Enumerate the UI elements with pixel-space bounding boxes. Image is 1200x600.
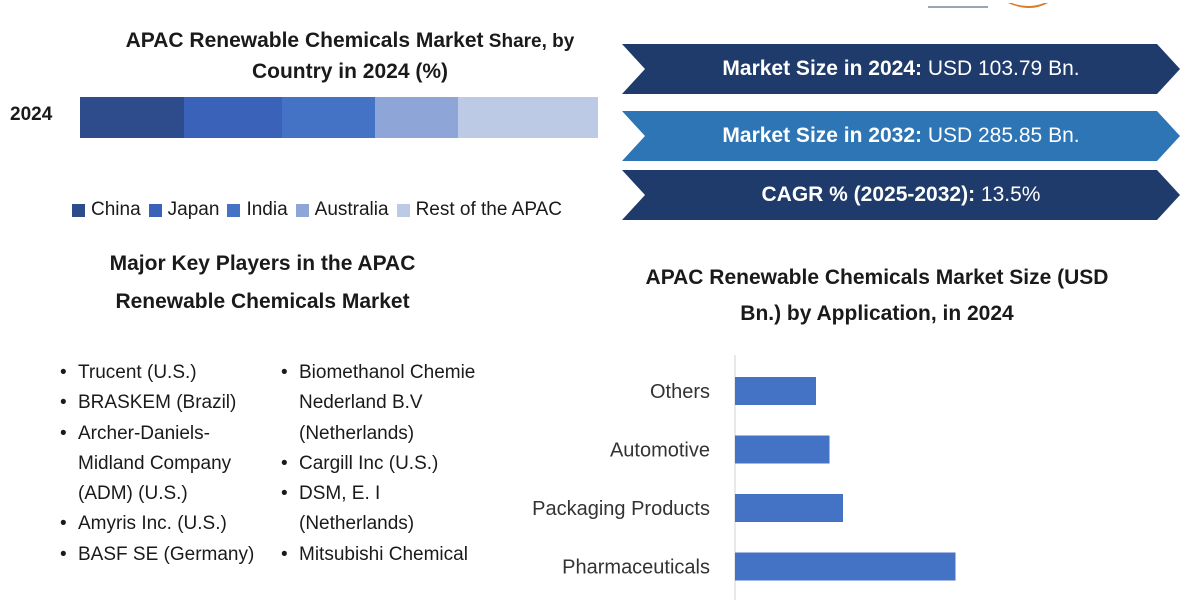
share-chart-category-label: 2024 (10, 104, 53, 125)
bar-packaging-products (735, 494, 843, 522)
share-segment-australia (375, 97, 459, 138)
market-stats-panel: Market Size in 2024: USD 103.79 Bn. Mark… (622, 0, 1194, 260)
legend-swatch (148, 203, 162, 217)
key-player-item: DSM, E. I (Netherlands) (275, 479, 490, 540)
cagr-banner: CAGR % (2025-2032): 13.5% (622, 170, 1180, 220)
market-size-2024-value: USD 103.79 Bn. (922, 57, 1080, 80)
legend-item: Australia (295, 199, 389, 221)
key-player-item: Cargill Inc (U.S.) (275, 449, 490, 480)
application-chart-title: APAC Renewable Chemicals Market Size (US… (645, 266, 1109, 325)
share-chart-title: APAC Renewable Chemicals Market Share, b… (125, 29, 575, 83)
legend-swatch (72, 203, 85, 217)
bar-others (735, 377, 816, 405)
legend-label: Japan (167, 199, 220, 220)
market-size-2024-banner: Market Size in 2024: USD 103.79 Bn. (622, 44, 1180, 94)
share-segment-india (282, 97, 376, 138)
key-player-item: Archer-Daniels-Midland Company (ADM) (U.… (54, 419, 264, 510)
legend-label: Rest of the APAC (415, 199, 563, 220)
key-players-list-right: Biomethanol Chemie Nederland B.V (Nether… (275, 358, 490, 570)
company-logo (920, 0, 1050, 10)
legend-item: China (72, 199, 141, 221)
key-player-item: BRASKEM (Brazil) (54, 388, 264, 419)
key-player-item: Amyris Inc. (U.S.) (54, 509, 264, 540)
legend-item: Rest of the APAC (396, 199, 563, 221)
legend-label: China (91, 199, 141, 220)
legend-swatch (396, 203, 410, 217)
legend-item: Japan (148, 199, 220, 221)
share-segment-rest-of-the-apac (458, 97, 598, 138)
share-chart-legend: China Japan India Australia Rest of the APAC (72, 199, 570, 221)
legend-item: India (227, 199, 288, 221)
key-player-item: Trucent (U.S.) (54, 358, 264, 389)
key-player-item: Biomethanol Chemie Nederland B.V (Nether… (275, 358, 490, 449)
market-size-2032-value: USD 285.85 Bn. (922, 124, 1080, 147)
legend-label: Australia (314, 199, 389, 220)
bar-automotive (735, 435, 830, 464)
category-label: Packaging Products (532, 498, 710, 520)
bar-pharmaceuticals (735, 552, 956, 581)
cagr-label: CAGR % (2025-2032): (761, 183, 976, 206)
key-player-item: BASF SE (Germany) (54, 540, 264, 571)
share-segment-china (80, 97, 184, 138)
market-size-2032-label: Market Size in 2032: (722, 124, 922, 147)
category-label: Pharmaceuticals (562, 557, 710, 579)
key-player-item: Mitsubishi Chemical (275, 540, 490, 571)
legend-swatch (295, 203, 309, 217)
category-label: Automotive (610, 440, 710, 462)
share-segment-japan (183, 97, 282, 138)
category-label: Others (650, 381, 710, 403)
key-players-title: Major Key Players in the APAC Renewable … (109, 252, 416, 313)
cagr-value: 13.5% (975, 183, 1041, 206)
legend-swatch (227, 203, 241, 217)
legend-label: India (246, 199, 288, 220)
share-stacked-bar (80, 97, 598, 138)
market-size-2032-banner: Market Size in 2032: USD 285.85 Bn. (622, 111, 1180, 161)
market-size-2024-label: Market Size in 2024: (722, 57, 922, 80)
application-bar-chart: Others Automotive Packaging Products Pharma… (532, 355, 956, 600)
key-players-list-left: Trucent (U.S.) BRASKEM (Brazil) Archer-D… (54, 358, 264, 570)
